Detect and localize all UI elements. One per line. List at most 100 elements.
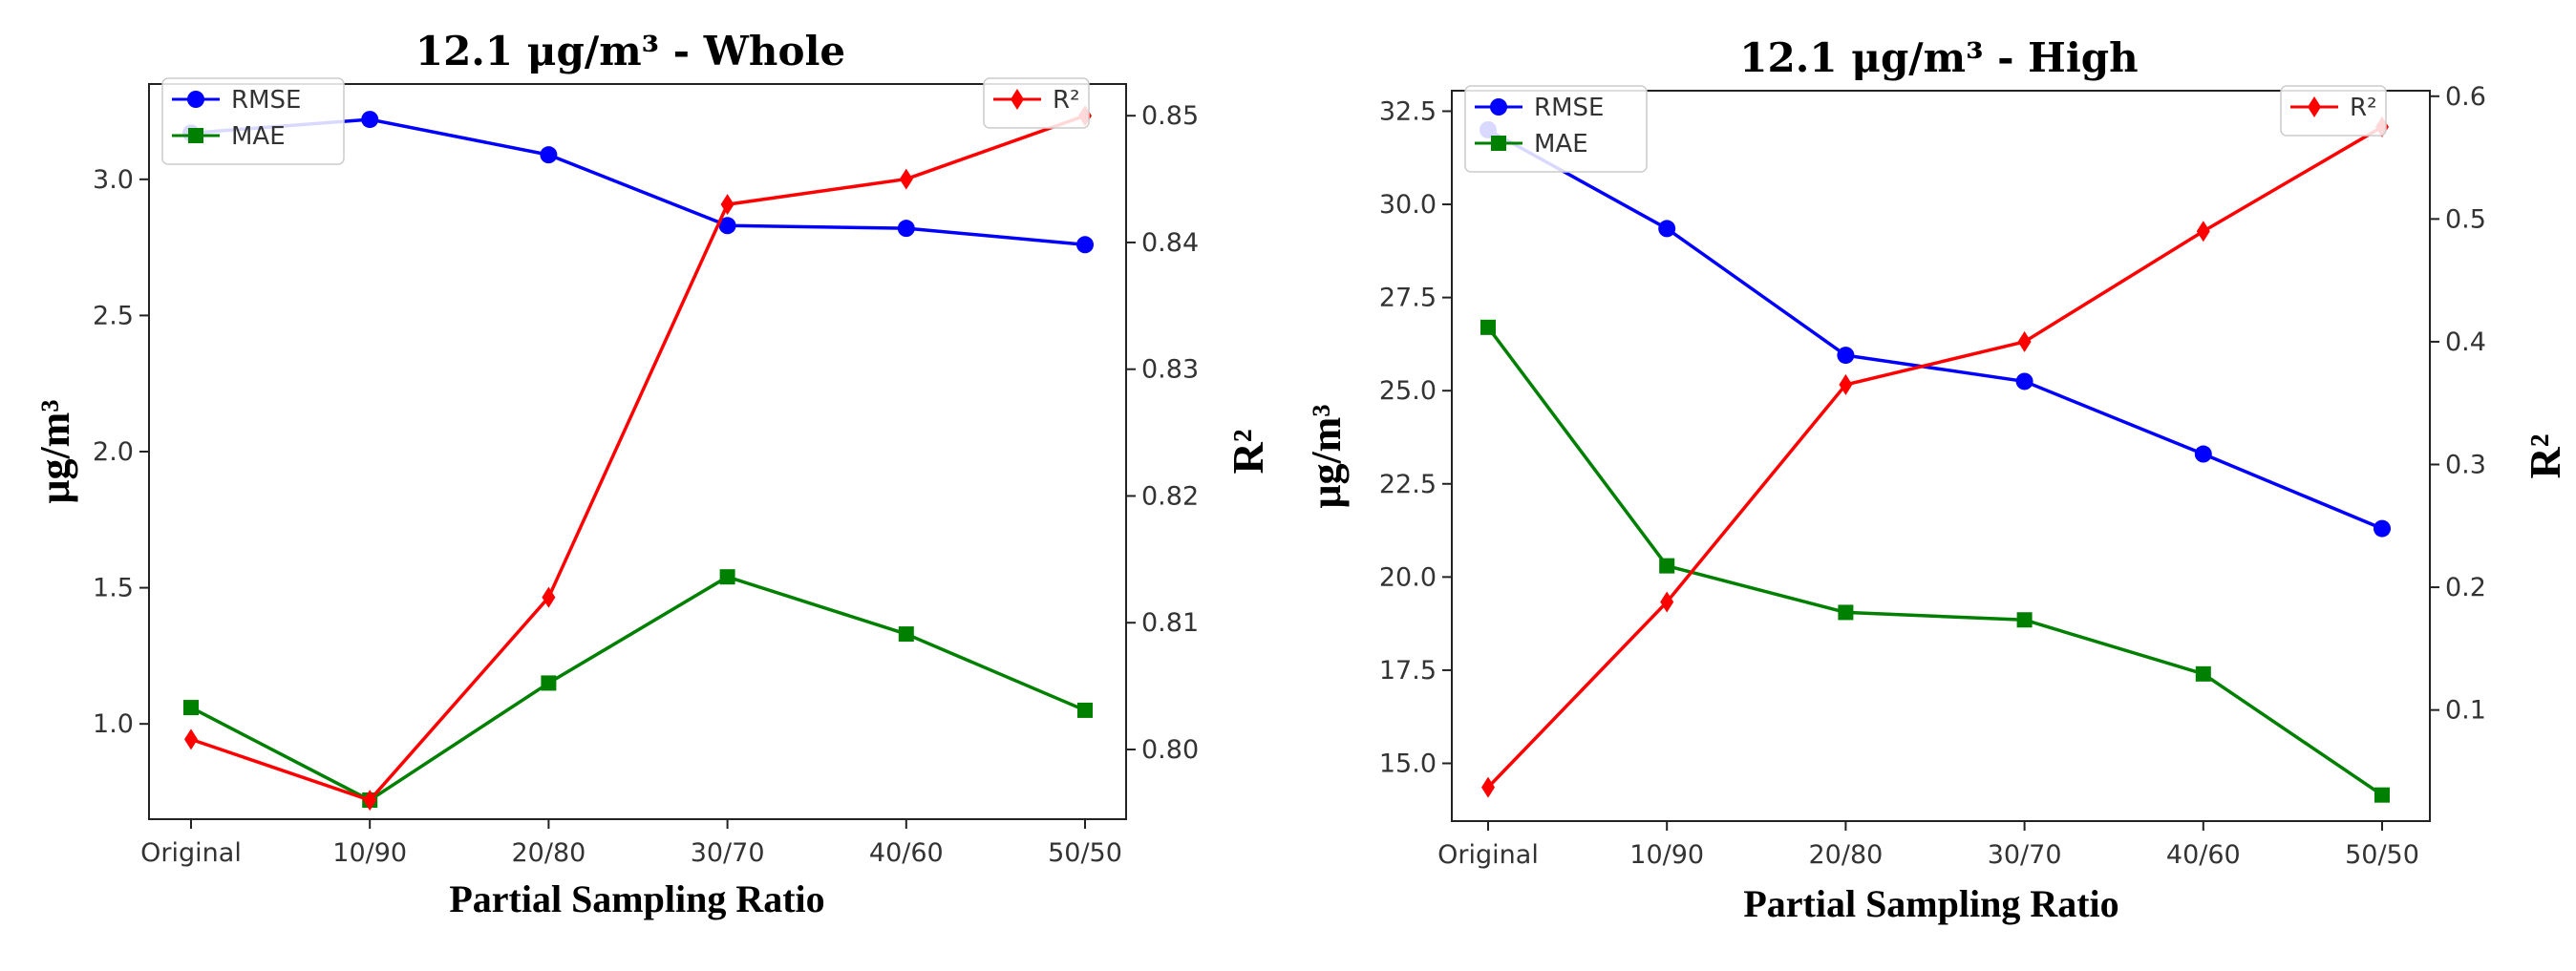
y2-tick-label: 0.3 — [2445, 451, 2486, 480]
legend-entry-label: RMSE — [1534, 94, 1604, 122]
series-layer — [182, 105, 1094, 812]
y2-tick-label: 0.4 — [2445, 327, 2486, 357]
chart-title: 12.1 μg/m³ - High — [1739, 34, 2138, 81]
y2-tick-label: 0.2 — [2445, 573, 2486, 602]
x-tick-label: Original — [1437, 840, 1539, 870]
r2-point — [1481, 776, 1495, 798]
mae-point — [1077, 702, 1093, 718]
y2-tick-label: 0.85 — [1141, 101, 1199, 131]
left-y-axis-ticks: 1.0 1.5 2.0 2.5 3.0 — [93, 165, 149, 739]
y2-tick-label: 0.83 — [1141, 355, 1199, 385]
r2-point — [899, 168, 913, 190]
r2-point — [1660, 591, 1674, 613]
x-axis-ticks: Original 10/90 20/80 30/70 40/60 50/50 — [1437, 821, 2419, 870]
legend-frame — [2280, 85, 2387, 137]
x-tick-label: 10/90 — [332, 838, 407, 868]
r2-series-line — [1486, 125, 2383, 789]
right-y-axis-ticks: 0.1 0.2 0.3 0.4 0.5 0.6 — [2430, 82, 2486, 726]
plot-area-frame — [148, 83, 1127, 820]
mae-series-line — [1486, 326, 2383, 797]
legend-swatch-marker — [187, 91, 204, 108]
legend-entry-label: RMSE — [231, 86, 301, 115]
y-tick-label: 27.5 — [1379, 284, 1437, 313]
rmse-point — [897, 220, 915, 238]
legend-left: RMSE MAE — [161, 77, 345, 165]
y-tick-label: 32.5 — [1379, 96, 1437, 126]
mae-point — [2195, 665, 2211, 682]
x-tick-label: 20/80 — [1808, 840, 1883, 870]
y-tick-label: 30.0 — [1379, 190, 1437, 220]
legend-swatch-marker — [188, 128, 203, 143]
plot-area-frame — [1451, 90, 2431, 822]
r2-point — [1839, 373, 1853, 395]
x-tick-label: 10/90 — [1629, 840, 1704, 870]
x-axis-label: Partial Sampling Ratio — [1743, 882, 2118, 925]
r2-point — [184, 728, 198, 750]
legend-entry-label: R² — [2350, 94, 2377, 122]
y-tick-label: 20.0 — [1379, 562, 1437, 592]
right-y-axis-label: R² — [1224, 429, 1272, 474]
mae-point — [1838, 604, 1854, 621]
right-y-axis-ticks: 0.80 0.81 0.82 0.83 0.84 0.85 — [1126, 101, 1199, 765]
mae-point — [541, 675, 557, 691]
x-axis-ticks: Original 10/90 20/80 30/70 40/60 50/50 — [140, 819, 1122, 868]
left-y-axis-label: μg/m³ — [1303, 404, 1350, 508]
y-tick-label: 1.5 — [93, 574, 134, 603]
rmse-point — [1658, 220, 1676, 238]
y2-tick-label: 0.80 — [1141, 735, 1199, 765]
y2-tick-label: 0.81 — [1141, 608, 1199, 638]
y-tick-label: 17.5 — [1379, 656, 1437, 686]
mae-point — [183, 700, 199, 716]
r2-point — [542, 586, 556, 608]
x-axis-label: Partial Sampling Ratio — [449, 877, 824, 920]
y-tick-label: 1.0 — [93, 709, 134, 739]
legend-right: R² — [983, 77, 1090, 129]
mae-series-line — [190, 575, 1086, 802]
mae-point — [1480, 319, 1496, 335]
chart-high: 12.1 μg/m³ - High 15.0 17.5 20.0 22.5 25.0 27… — [1303, 34, 2569, 925]
y-tick-label: 22.5 — [1379, 470, 1437, 499]
x-tick-label: 20/80 — [511, 838, 585, 868]
y2-tick-label: 0.5 — [2445, 204, 2486, 234]
y-tick-label: 25.0 — [1379, 376, 1437, 406]
x-tick-label: Original — [140, 838, 242, 868]
rmse-point — [2194, 445, 2212, 463]
legend-entry-label: MAE — [231, 122, 286, 151]
legend-entry-label: MAE — [1534, 130, 1588, 158]
rmse-point — [361, 111, 379, 129]
rmse-point — [1076, 236, 1094, 254]
legend-left: RMSE MAE — [1464, 85, 1648, 173]
legend-entry-label: R² — [1053, 86, 1080, 115]
rmse-point — [2015, 372, 2033, 391]
mae-point — [1659, 558, 1675, 574]
rmse-point — [2374, 519, 2391, 538]
y2-tick-label: 0.1 — [2445, 696, 2486, 726]
mae-point — [719, 569, 735, 585]
legend-frame — [983, 77, 1090, 129]
left-y-axis-label: μg/m³ — [32, 399, 78, 503]
y-tick-label: 2.5 — [93, 301, 134, 330]
chart-whole: 12.1 μg/m³ - Whole 1.01.52.02.53.0 0.800… — [32, 28, 1272, 920]
rmse-point — [1837, 347, 1855, 365]
y-tick-label: 3.0 — [93, 165, 134, 195]
r2-point — [2196, 221, 2210, 243]
right-y-axis-label: R² — [2521, 433, 2569, 478]
x-tick-label: 30/70 — [691, 838, 765, 868]
series-layer — [1480, 116, 2391, 803]
legend-swatch-marker — [1491, 136, 1506, 151]
legend-swatch-marker — [2308, 96, 2321, 117]
legend-swatch-marker — [1490, 98, 1507, 116]
x-tick-label: 40/60 — [2166, 840, 2241, 870]
x-tick-label: 40/60 — [869, 838, 944, 868]
legend-right: R² — [2280, 85, 2387, 137]
rmse-series-line — [1487, 128, 2383, 531]
x-tick-label: 30/70 — [1988, 840, 2062, 870]
y-tick-label: 2.0 — [93, 437, 134, 467]
r2-point — [2017, 330, 2032, 352]
r2-point — [363, 790, 377, 812]
y2-tick-label: 0.84 — [1141, 228, 1199, 258]
y2-tick-label: 0.6 — [2445, 82, 2486, 112]
rmse-point — [718, 217, 736, 235]
x-tick-label: 50/50 — [1048, 838, 1122, 868]
